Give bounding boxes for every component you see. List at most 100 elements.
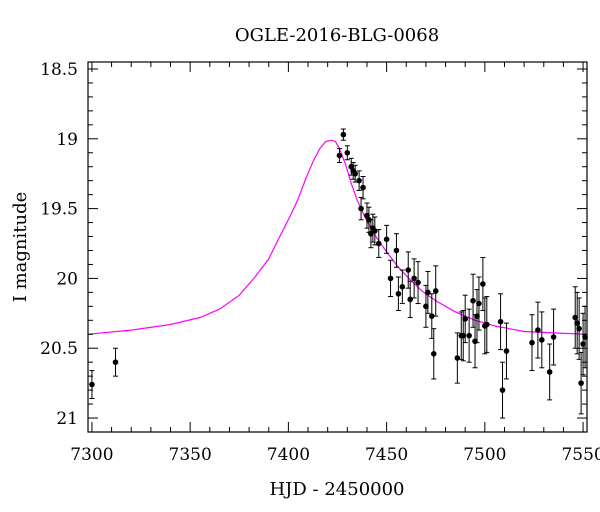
y-tick-label: 18.5 [40, 60, 78, 80]
data-point [411, 258, 417, 299]
point-marker [576, 325, 582, 332]
point-marker [358, 205, 364, 212]
point-marker [503, 348, 510, 354]
data-point [89, 370, 95, 399]
point-marker [395, 290, 402, 297]
point-marker [364, 212, 370, 219]
y-axis-label: I magnitude [10, 192, 31, 303]
y-tick-label: 19.5 [40, 200, 78, 220]
data-point [476, 276, 482, 331]
model-curve [87, 139, 588, 335]
point-marker [432, 288, 439, 294]
point-marker [405, 267, 412, 273]
point-marker [336, 152, 343, 159]
x-tick-label: 7450 [365, 445, 408, 465]
data-point [484, 296, 490, 353]
point-marker [572, 314, 579, 321]
data-point [480, 256, 486, 312]
data-point [539, 311, 545, 369]
data-point [574, 291, 580, 355]
point-marker [578, 380, 584, 386]
data-point [112, 347, 119, 377]
data-point [497, 293, 504, 351]
point-marker [423, 303, 429, 310]
data-point [356, 170, 362, 191]
data-point [572, 286, 579, 349]
data-points-layer [89, 128, 588, 419]
point-marker [430, 351, 437, 357]
point-marker [360, 184, 366, 191]
point-marker [474, 313, 480, 319]
point-marker [112, 359, 119, 365]
point-marker [407, 296, 413, 303]
point-marker [529, 339, 535, 346]
data-point [375, 229, 382, 258]
y-tick-label: 19 [56, 130, 78, 150]
data-point [340, 128, 347, 141]
data-point [470, 273, 476, 328]
point-marker [340, 131, 347, 138]
data-point [393, 233, 400, 268]
y-tick-label: 20.5 [40, 339, 78, 359]
data-point [535, 301, 541, 359]
x-tick-label: 7400 [267, 445, 310, 465]
data-point [407, 280, 413, 319]
plot-frame [87, 61, 588, 433]
data-point [364, 202, 370, 229]
data-point [415, 261, 421, 305]
data-point [368, 219, 374, 249]
data-point [578, 351, 584, 415]
point-marker [348, 163, 355, 170]
x-tick-label: 7300 [70, 445, 113, 465]
data-point [344, 145, 351, 161]
data-point [430, 328, 437, 380]
point-marker [454, 355, 461, 361]
model-layer [87, 139, 588, 335]
data-point [336, 148, 343, 164]
point-marker [415, 279, 421, 286]
point-marker [574, 320, 580, 326]
data-point [372, 216, 378, 246]
point-marker [368, 230, 374, 237]
point-marker [372, 228, 378, 234]
ticks-layer [88, 62, 587, 433]
data-point [503, 322, 510, 380]
data-point [395, 276, 402, 312]
point-marker [470, 297, 476, 304]
point-marker [344, 149, 351, 156]
x-axis-label: HJD - 2450000 [269, 479, 404, 500]
data-point [352, 164, 358, 183]
data-point [383, 224, 390, 254]
data-point [580, 312, 586, 376]
point-marker [546, 369, 553, 375]
x-tick-label: 7500 [463, 445, 506, 465]
data-point [399, 269, 406, 305]
point-marker [393, 247, 400, 254]
data-point [425, 270, 431, 314]
data-point [360, 175, 366, 200]
data-point [466, 308, 472, 363]
point-marker [497, 318, 504, 325]
data-point [432, 265, 439, 317]
point-marker [399, 283, 406, 290]
point-marker [375, 240, 382, 247]
point-marker [387, 275, 394, 282]
point-marker [476, 300, 482, 307]
point-marker [580, 341, 586, 347]
data-point [358, 196, 364, 221]
point-marker [539, 337, 545, 343]
chart-title: OGLE-2016-BLG-0068 [235, 25, 439, 46]
x-tick-label: 7550 [561, 445, 600, 465]
y-tick-label: 21 [56, 409, 78, 429]
point-marker [499, 387, 506, 393]
point-marker [480, 281, 486, 287]
point-marker [484, 321, 490, 328]
point-marker [425, 289, 431, 296]
data-point [499, 361, 506, 419]
point-marker [428, 313, 435, 319]
point-marker [550, 334, 557, 340]
data-point [550, 308, 557, 366]
y-tick-label: 20 [56, 269, 78, 289]
data-point [387, 259, 394, 298]
